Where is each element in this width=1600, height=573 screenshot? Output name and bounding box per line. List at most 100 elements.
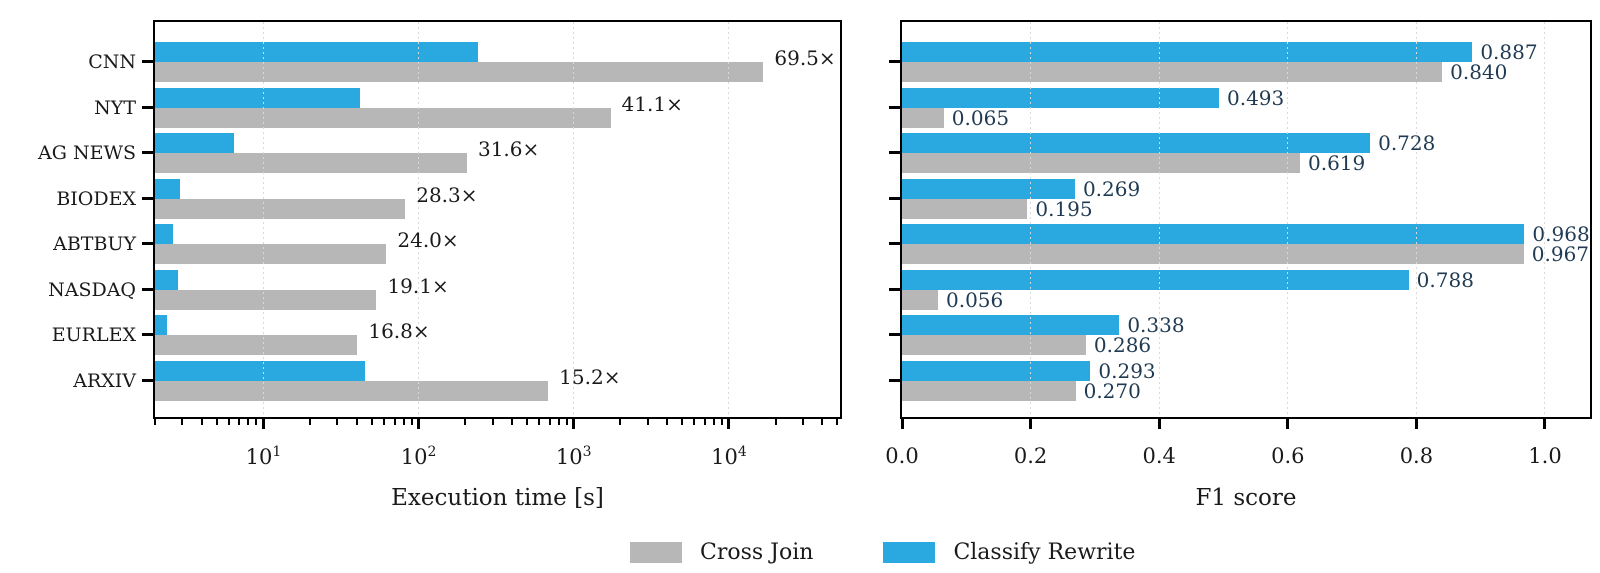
y-tick: [889, 378, 900, 382]
y-tick: [889, 333, 900, 336]
x-minor-tick: [238, 419, 241, 425]
x-minor-tick: [801, 419, 804, 425]
x-tick-label: 0.4: [1142, 444, 1176, 468]
y-tick: [142, 151, 153, 154]
value-label: 0.967: [1531, 242, 1590, 266]
legend-item-classify-rewrite: Classify Rewrite: [883, 540, 1135, 565]
x-minor-tick: [393, 419, 396, 425]
x-minor-tick: [548, 419, 551, 425]
y-tick: [889, 242, 900, 245]
bar-classify_rewrite: [902, 133, 1371, 153]
x-minor-tick: [646, 419, 649, 425]
x-tick-label: 104: [711, 444, 747, 469]
x-tick: [727, 419, 731, 429]
gridline: [573, 22, 575, 417]
x-tick: [900, 419, 904, 429]
category-label: AG NEWS: [38, 142, 136, 164]
x-axis-label: F1 score: [1195, 485, 1297, 511]
cross-join-label: Cross Join: [700, 540, 814, 565]
execution-time-chart: 101 102 103 104 CNN NYT AG NEWS BIODEX ABTBUY NAS…: [38, 20, 842, 511]
x-minor-tick: [383, 419, 386, 425]
x-minor-tick: [720, 419, 723, 425]
x-minor-tick: [154, 419, 156, 425]
x-minor-tick: [557, 419, 560, 425]
bar-classify_rewrite: [155, 42, 478, 62]
bar-classify_rewrite: [155, 87, 361, 108]
x-axis-label: Execution time [s]: [391, 485, 604, 511]
bar-cross_join: [902, 153, 1300, 173]
y-tick: [889, 151, 900, 154]
x-tick-label: 0.8: [1399, 444, 1434, 468]
value-label: 0.195: [1035, 196, 1093, 221]
gridline: [1287, 22, 1289, 417]
bar-cross_join: [155, 153, 467, 173]
value-label: 0.788: [1416, 267, 1474, 292]
value-label: 0.619: [1308, 151, 1366, 175]
speedup-annotation: 28.3×: [416, 182, 478, 207]
speedup-annotation: 31.6×: [477, 137, 540, 161]
x-tick: [1414, 419, 1418, 429]
x-minor-tick: [712, 419, 715, 425]
f1-score-chart: 0.0 0.2 0.4 0.6 0.8 1.0 F1 score 0.887 0.493 0.72…: [885, 20, 1592, 511]
bar-cross_join: [155, 289, 377, 310]
speedup-annotation: 41.1×: [621, 91, 683, 116]
y-tick: [889, 105, 900, 109]
x-minor-tick: [693, 419, 696, 425]
x-tick-label: 102: [400, 444, 437, 469]
bar-cross_join: [902, 289, 938, 310]
bar-classify_rewrite: [902, 42, 1473, 62]
bar-classify_rewrite: [155, 224, 173, 244]
value-label: 0.286: [1093, 333, 1152, 357]
x-minor-tick: [355, 419, 358, 425]
bar-classify_rewrite: [155, 133, 235, 153]
bar-cross_join: [155, 107, 611, 128]
x-tick: [1543, 419, 1547, 429]
x-minor-tick: [774, 419, 777, 425]
x-minor-tick: [464, 419, 467, 425]
value-label: 0.338: [1127, 313, 1185, 337]
gridline: [1544, 22, 1546, 417]
x-minor-tick: [181, 419, 184, 425]
x-minor-tick: [681, 419, 684, 425]
x-tick: [572, 419, 576, 429]
category-label: NASDAQ: [48, 278, 136, 301]
gridline: [1158, 22, 1160, 417]
bar-classify_rewrite: [902, 360, 1091, 381]
y-tick: [142, 242, 153, 245]
y-tick: [889, 60, 900, 63]
category-label: EURLEX: [51, 324, 136, 346]
x-minor-tick: [619, 419, 622, 425]
bar-classify_rewrite: [155, 315, 168, 335]
category-label: BIODEX: [56, 187, 136, 210]
bar-cross_join: [902, 380, 1076, 401]
x-tick: [417, 419, 421, 429]
x-minor-tick: [666, 419, 669, 425]
bar-classify_rewrite: [902, 315, 1120, 335]
category-label: ABTBUY: [53, 233, 136, 255]
bar-classify_rewrite: [902, 269, 1409, 290]
bar-classify_rewrite: [902, 87, 1219, 108]
gridline: [418, 22, 420, 417]
bar-cross_join: [902, 244, 1524, 264]
speedup-annotation: 69.5×: [774, 46, 836, 70]
bar-cross_join: [902, 198, 1028, 219]
x-minor-tick: [255, 419, 258, 425]
bar-classify_rewrite: [155, 269, 178, 290]
bar-cross_join: [155, 62, 764, 82]
x-minor-tick: [511, 419, 513, 425]
x-tick-label: 0.2: [1013, 444, 1048, 468]
x-tick-label: 103: [555, 444, 592, 469]
value-label: 0.056: [946, 287, 1004, 312]
x-tick: [1286, 419, 1290, 429]
bar-classify_rewrite: [155, 178, 181, 199]
value-label: 0.270: [1083, 378, 1141, 403]
category-label: NYT: [94, 96, 136, 119]
x-minor-tick: [215, 419, 218, 425]
y-tick: [889, 196, 900, 200]
x-tick-label: 0.0: [885, 444, 919, 468]
bar-classify_rewrite: [155, 360, 365, 381]
speedup-annotation: 24.0×: [397, 228, 459, 252]
y-tick: [142, 333, 153, 336]
bar-cross_join: [155, 244, 387, 264]
x-tick: [1157, 419, 1161, 429]
